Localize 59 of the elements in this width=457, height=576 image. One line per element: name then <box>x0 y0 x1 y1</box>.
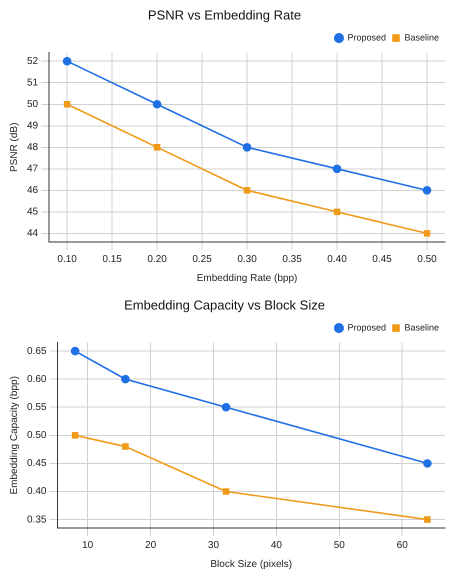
y-axis-title: PSNR (dB) <box>8 122 20 172</box>
y-tick-label: 51 <box>27 77 39 88</box>
point <box>242 143 252 152</box>
point <box>424 230 430 237</box>
y-tick-label: 48 <box>27 142 39 154</box>
point <box>152 100 162 109</box>
y-tick-label: 0.35 <box>26 514 47 526</box>
point <box>72 432 78 439</box>
y-tick-label: 45 <box>27 206 39 218</box>
x-tick-label: 0.30 <box>237 254 258 265</box>
x-tick-label: 0.45 <box>372 254 392 265</box>
x-tick-label: 50 <box>334 540 346 551</box>
point <box>244 187 250 194</box>
chart-title: Embedding Capacity vs Block Size <box>124 297 325 312</box>
point <box>334 208 340 216</box>
y-tick-label: 52 <box>27 56 39 67</box>
x-tick-label: 0.15 <box>102 254 122 265</box>
y-tick-label: 46 <box>27 185 39 196</box>
point <box>154 144 160 151</box>
x-tick-label: 60 <box>396 540 408 551</box>
x-tick-label: 0.50 <box>417 254 438 265</box>
x-tick-label: 10 <box>82 540 94 551</box>
x-axis-title: Block Size (pixels) <box>210 558 292 570</box>
y-tick-label: 0.45 <box>26 458 47 470</box>
x-tick-label: 0.10 <box>57 254 78 265</box>
legend-label: Proposed <box>347 322 386 333</box>
point <box>122 443 129 450</box>
x-tick-label: 0.25 <box>192 254 212 265</box>
y-tick-label: 47 <box>27 164 39 175</box>
y-tick-label: 44 <box>27 228 39 240</box>
point <box>424 516 431 523</box>
point <box>222 488 230 495</box>
point <box>62 56 72 66</box>
point <box>64 100 70 108</box>
point <box>422 186 432 195</box>
x-tick-label: 0.40 <box>327 254 348 265</box>
x-tick-label: 20 <box>145 540 157 551</box>
point <box>121 374 130 384</box>
legend-label: Baseline <box>404 322 440 333</box>
x-tick-label: 40 <box>270 540 282 551</box>
y-tick-label: 0.40 <box>26 486 47 498</box>
y-tick-label: 0.60 <box>26 374 47 385</box>
x-tick-label: 0.35 <box>282 254 302 265</box>
point <box>70 346 80 356</box>
chart-title: PSNR vs Embedding Rate <box>148 7 302 22</box>
point <box>423 459 432 468</box>
x-tick-label: 0.20 <box>147 254 168 265</box>
legend-label: Proposed <box>347 32 386 43</box>
point <box>332 164 342 174</box>
y-axis-title: Embedding Capacity (bpp) <box>8 376 20 495</box>
y-tick-label: 0.55 <box>26 402 47 413</box>
y-tick-label: 49 <box>27 120 39 132</box>
y-tick-label: 50 <box>27 99 39 110</box>
x-axis-title: Embedding Rate (bpp) <box>196 272 298 284</box>
point <box>222 402 230 412</box>
x-tick-label: 30 <box>208 540 220 551</box>
legend-label: Baseline <box>404 32 440 43</box>
y-tick-label: 0.65 <box>26 346 47 357</box>
y-tick-label: 0.50 <box>26 430 47 442</box>
